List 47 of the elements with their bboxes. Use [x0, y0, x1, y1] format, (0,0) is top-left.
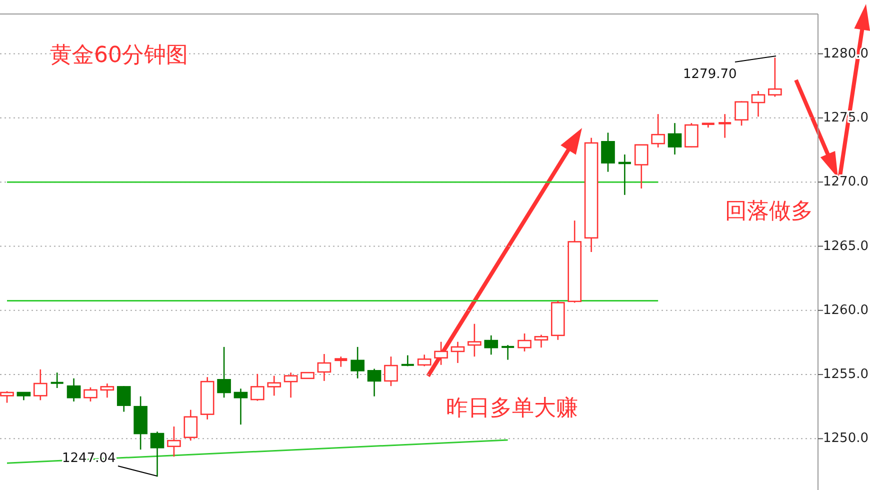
- annotation: 1279.70: [683, 56, 776, 82]
- title: 黄金60分钟图: [50, 43, 188, 68]
- candlestick: [284, 372, 298, 398]
- candlestick: [484, 334, 498, 356]
- candlestick: [250, 373, 264, 402]
- candlestick: [384, 356, 398, 387]
- candlestick: [150, 430, 164, 478]
- candlestick: [100, 382, 114, 398]
- candlestick: [167, 426, 181, 458]
- candlestick: [317, 353, 332, 382]
- candlestick: [518, 332, 532, 352]
- candlestick: [684, 122, 698, 148]
- candlestick: [267, 375, 282, 396]
- candlestick: [33, 368, 48, 401]
- candlestick: [116, 385, 131, 412]
- candlestick: [217, 346, 231, 398]
- candlestick: [84, 386, 98, 402]
- candlestick: [651, 113, 665, 148]
- candlestick: [768, 56, 782, 98]
- candlestick: [417, 354, 432, 367]
- candlestick: [450, 341, 465, 364]
- annotation: 昨日多单大赚: [446, 396, 578, 421]
- candlestick: [601, 132, 615, 172]
- candlestick: [66, 378, 81, 402]
- candlestick: [350, 346, 364, 380]
- y-tick-label: 1265.0: [823, 238, 868, 254]
- annotation: 回落做多: [725, 199, 813, 224]
- y-tick-label: 1250.0: [823, 431, 868, 446]
- candlestick: [434, 341, 448, 366]
- y-tick-label: 1255.0: [823, 367, 868, 382]
- annotation: 1279.70: [683, 67, 737, 82]
- candlestick: [367, 368, 382, 397]
- candlestick: [534, 334, 548, 348]
- candlestick: [634, 144, 648, 190]
- candlestick: [0, 390, 14, 404]
- candlestick: [751, 90, 766, 118]
- candlestick: [334, 356, 348, 368]
- candlestick: [234, 388, 248, 426]
- candlestick: [184, 409, 198, 442]
- y-tick-label: 1260.0: [823, 302, 868, 318]
- candlestick: [718, 113, 732, 138]
- y-tick-label: 1270.0: [823, 174, 868, 190]
- candlestick: [668, 122, 682, 156]
- candlestick: [50, 372, 64, 389]
- candlestick: [502, 344, 514, 360]
- candlestick: [468, 323, 482, 358]
- candlestick: [734, 100, 748, 126]
